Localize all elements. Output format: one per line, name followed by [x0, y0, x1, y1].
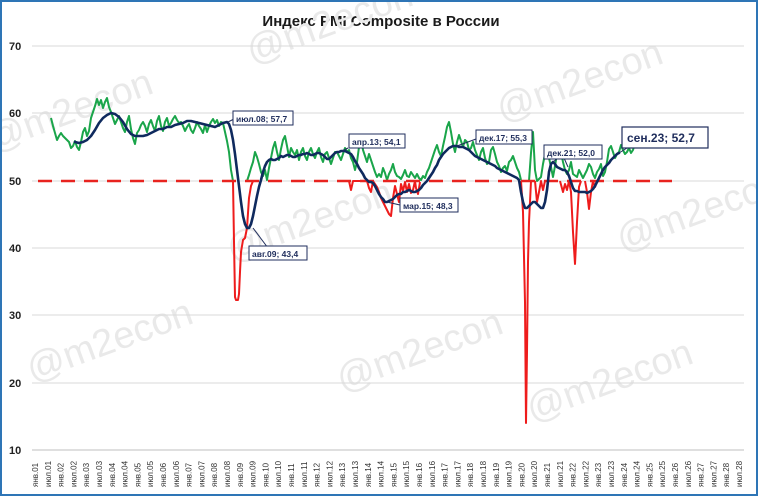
svg-text:янв.12: янв.12 [313, 462, 322, 487]
svg-text:янв.08: янв.08 [210, 462, 219, 487]
svg-text:июл.20: июл.20 [530, 460, 539, 487]
svg-text:дек.21; 52,0: дек.21; 52,0 [547, 148, 595, 158]
svg-text:сен.23; 52,7: сен.23; 52,7 [627, 131, 695, 145]
svg-text:июл.14: июл.14 [377, 460, 386, 487]
svg-text:янв.20: янв.20 [517, 462, 526, 487]
svg-text:июл.21: июл.21 [556, 460, 565, 487]
series-pmi-below-50 [232, 180, 254, 301]
svg-text:июл.08; 57,7: июл.08; 57,7 [236, 114, 287, 124]
svg-text:дек.17; 55,3: дек.17; 55,3 [479, 133, 527, 143]
svg-text:20: 20 [9, 378, 21, 390]
series-pmi-above-50-b [246, 121, 522, 182]
svg-text:июл.01: июл.01 [44, 460, 53, 487]
svg-text:июл.11: июл.11 [300, 461, 309, 487]
watermarks: @m2econ @m2econ @m2econ @m2econ @m2econ … [2, 2, 758, 431]
svg-text:авг.09; 43,4: авг.09; 43,4 [252, 249, 298, 259]
svg-text:янв.04: янв.04 [108, 462, 117, 487]
svg-text:июл.16: июл.16 [428, 460, 437, 487]
svg-text:янв.14: янв.14 [364, 462, 373, 487]
svg-text:@m2econ: @m2econ [521, 332, 699, 431]
svg-text:апр.13; 54,1: апр.13; 54,1 [352, 137, 401, 147]
svg-text:июл.06: июл.06 [172, 460, 181, 487]
svg-text:янв.21: янв.21 [543, 462, 552, 487]
annotation-dec17: дек.17; 55,3 [456, 129, 533, 147]
svg-text:янв.23: янв.23 [594, 462, 603, 487]
svg-text:янв.26: янв.26 [671, 462, 680, 487]
svg-text:янв.24: янв.24 [620, 462, 629, 487]
svg-text:июл.08: июл.08 [223, 460, 232, 487]
annotation-mar15: мар.15; 48,3 [386, 197, 459, 213]
svg-text:янв.17: янв.17 [441, 462, 450, 487]
annotation-jul08: июл.08; 57,7 [227, 110, 294, 126]
svg-text:июл.09: июл.09 [249, 460, 258, 487]
svg-text:янв.01: янв.01 [31, 462, 40, 487]
svg-text:янв.02: янв.02 [57, 462, 66, 487]
svg-text:янв.27: янв.27 [697, 462, 706, 487]
svg-text:30: 30 [9, 310, 21, 322]
svg-text:июл.28: июл.28 [735, 460, 744, 487]
svg-text:янв.16: янв.16 [415, 462, 424, 487]
svg-text:июл.19: июл.19 [505, 460, 514, 487]
svg-text:июл.05: июл.05 [146, 460, 155, 487]
annotation-sep23: сен.23; 52,7 [618, 126, 709, 154]
svg-text:янв.06: янв.06 [159, 462, 168, 487]
svg-text:@m2econ: @m2econ [331, 302, 509, 401]
svg-text:янв.25: янв.25 [645, 462, 654, 487]
svg-text:июл.03: июл.03 [95, 460, 104, 487]
svg-text:янв.07: янв.07 [185, 462, 194, 487]
series-pmi-above-50 [50, 97, 234, 182]
svg-text:янв.10: янв.10 [261, 462, 270, 487]
svg-text:янв.13: янв.13 [338, 462, 347, 487]
svg-text:янв.05: янв.05 [133, 462, 142, 487]
svg-text:@m2econ: @m2econ [611, 162, 758, 261]
svg-text:июл.10: июл.10 [274, 460, 283, 487]
x-axis: янв.01 июл.01 янв.02 июл.02 янв.03 июл.0… [31, 460, 744, 487]
series-pmi-below-50-c [520, 180, 532, 424]
svg-text:июл.07: июл.07 [197, 460, 206, 487]
svg-text:янв.22: янв.22 [569, 462, 578, 487]
svg-text:10: 10 [9, 445, 21, 457]
svg-text:июл.18: июл.18 [479, 460, 488, 487]
svg-text:40: 40 [9, 243, 21, 255]
svg-text:янв.15: янв.15 [389, 462, 398, 487]
svg-text:янв.11: янв.11 [287, 463, 296, 487]
svg-text:янв.18: янв.18 [466, 462, 475, 487]
svg-text:июл.13: июл.13 [351, 460, 360, 487]
svg-text:июл.24: июл.24 [633, 460, 642, 487]
svg-text:янв.03: янв.03 [82, 462, 91, 487]
annotation-apr13: апр.13; 54,1 [341, 133, 406, 152]
svg-text:@m2econ: @m2econ [241, 2, 419, 72]
svg-text:янв.28: янв.28 [722, 462, 731, 487]
svg-text:50: 50 [9, 176, 21, 188]
svg-text:июл.23: июл.23 [607, 460, 616, 487]
svg-text:мар.15; 48,3: мар.15; 48,3 [403, 201, 453, 211]
series-pmi-below-50-b [348, 180, 421, 217]
svg-text:70: 70 [9, 41, 21, 53]
series-moving-average [73, 111, 621, 230]
svg-text:июл.15: июл.15 [402, 460, 411, 487]
svg-text:60: 60 [9, 108, 21, 120]
svg-text:июл.25: июл.25 [658, 460, 667, 487]
svg-text:июл.22: июл.22 [581, 460, 590, 487]
svg-text:июл.04: июл.04 [121, 460, 130, 487]
chart-title: Индекс PMI Composite в России [262, 13, 500, 30]
annotation-aug09: авг.09; 43,4 [248, 227, 308, 261]
svg-text:июл.17: июл.17 [453, 460, 462, 487]
series-pmi-below-50-d [534, 180, 546, 203]
svg-text:июл.27: июл.27 [709, 460, 718, 487]
svg-text:июл.02: июл.02 [69, 460, 78, 487]
svg-text:янв.19: янв.19 [492, 462, 501, 487]
series-pmi-below-50-e [559, 180, 582, 265]
svg-text:июл.12: июл.12 [325, 460, 334, 487]
svg-text:@m2econ: @m2econ [21, 292, 199, 391]
y-axis: 70 60 50 40 30 20 10 [9, 41, 21, 457]
svg-text:янв.09: янв.09 [236, 462, 245, 487]
annotation-dec21: дек.21; 52,0 [543, 144, 603, 168]
svg-text:июл.26: июл.26 [684, 460, 693, 487]
